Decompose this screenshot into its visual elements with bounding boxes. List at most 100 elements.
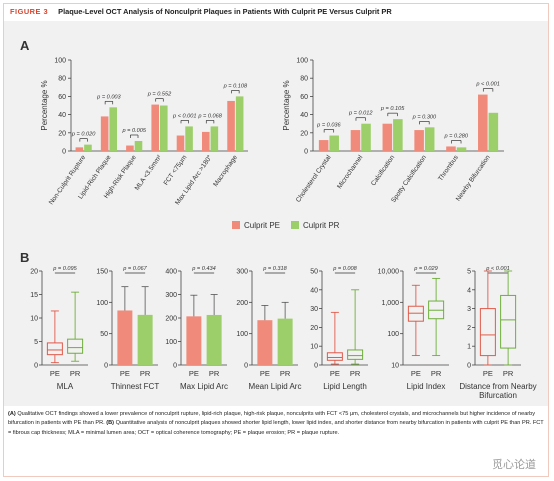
y-tick-label: 4 xyxy=(467,287,471,294)
y-tick-label: 20 xyxy=(310,325,318,332)
category-label: Nearby Bifurcation xyxy=(455,154,492,203)
y-tick-label: 10 xyxy=(391,363,399,370)
x-tick-label: PR xyxy=(280,369,291,378)
y-axis-label: Percentage % xyxy=(282,80,291,130)
category-label: FCT <75μm xyxy=(163,154,189,187)
bar-culprit-pe xyxy=(382,123,393,151)
bar-culprit-pr xyxy=(235,96,244,151)
x-tick-label: PE xyxy=(120,369,130,378)
box-iqr xyxy=(326,352,343,361)
x-axis-label: Mean Lipid Arc xyxy=(249,382,302,391)
watermark-logo: 觅心论道 xyxy=(488,455,540,473)
p-value-label: p < 0.001 xyxy=(475,82,499,88)
box-iqr xyxy=(479,308,496,357)
y-tick-label: 15 xyxy=(30,292,38,299)
p-value-label: p = 0.300 xyxy=(412,114,437,120)
y-tick-label: 80 xyxy=(58,76,66,83)
panel-label-a: A xyxy=(20,38,30,53)
x-tick-label: PE xyxy=(330,369,340,378)
figure-title: Plaque-Level OCT Analysis of Nonculprit … xyxy=(58,7,392,16)
bar-culprit-pr xyxy=(134,140,143,151)
x-axis-label: Thinnest FCT xyxy=(111,382,160,391)
figure-number: FIGURE 3 xyxy=(10,7,49,16)
x-tick-label: PR xyxy=(431,369,442,378)
p-value-label: p = 0.036 xyxy=(316,123,341,129)
y-tick-label: 40 xyxy=(310,287,318,294)
p-value-label: p = 0.029 xyxy=(413,266,437,272)
bar-culprit-pr xyxy=(424,127,435,151)
x-tick-label: PR xyxy=(140,369,151,378)
y-tick-label: 0 xyxy=(314,363,318,370)
y-tick-label: 10 xyxy=(310,344,318,351)
legend-label-pr: Culprit PR xyxy=(303,221,340,230)
box-iqr xyxy=(347,349,364,360)
bar-culprit-pe xyxy=(414,130,424,151)
p-value-label: p = 0.020 xyxy=(71,132,96,138)
y-tick-label: 100 xyxy=(296,58,308,65)
figure-caption: (A) Qualitative OCT findings showed a lo… xyxy=(8,410,544,474)
y-tick-label: 100 xyxy=(236,331,248,338)
category-label: Cholesterol Crystal xyxy=(295,154,333,204)
y-tick-label: 1,000 xyxy=(381,300,399,307)
y-tick-label: 0 xyxy=(173,363,177,370)
p-value-label: p = 0.012 xyxy=(348,111,373,117)
box-iqr xyxy=(500,294,517,349)
x-axis-label: Lipid Index xyxy=(407,382,446,391)
bar-culprit-pe xyxy=(318,140,329,151)
bar-culprit-pr xyxy=(185,126,193,151)
y-tick-label: 0 xyxy=(104,363,108,370)
p-value-label: p = 0.008 xyxy=(332,266,357,272)
bar-culprit-pr xyxy=(488,112,499,151)
y-tick-label: 400 xyxy=(165,269,177,276)
category-label: Microchannel xyxy=(336,154,365,191)
y-tick-label: 0 xyxy=(244,363,248,370)
x-axis-label: Distance from Nearby xyxy=(459,382,536,391)
bar-culprit-pe xyxy=(227,100,235,151)
bar-culprit-pr xyxy=(109,107,118,151)
bar-culprit-pe xyxy=(100,116,109,151)
box-iqr xyxy=(67,338,84,354)
bar-culprit-pe xyxy=(176,135,185,151)
y-tick-label: 40 xyxy=(58,112,66,119)
bar-culprit-pr xyxy=(277,318,293,365)
p-value-label: p = 0.280 xyxy=(444,133,469,139)
p-value-label: p = 0.003 xyxy=(96,94,121,100)
p-value-label: p < 0.001 xyxy=(485,266,509,272)
y-tick-label: 300 xyxy=(165,292,177,299)
p-value-label: p = 0.108 xyxy=(223,83,248,89)
caption-b-text: Quantitative analysis of nonculprit plaq… xyxy=(8,420,544,436)
y-tick-label: 60 xyxy=(58,94,66,101)
x-tick-label: PE xyxy=(483,369,493,378)
bar-culprit-pe xyxy=(446,146,456,151)
bar-culprit-pr xyxy=(329,135,339,151)
box-iqr xyxy=(46,342,63,356)
y-tick-label: 20 xyxy=(58,130,66,137)
x-tick-label: PR xyxy=(503,369,514,378)
y-tick-label: 30 xyxy=(310,306,318,313)
y-tick-label: 10 xyxy=(30,316,38,323)
y-tick-label: 5 xyxy=(467,269,471,276)
y-tick-label: 300 xyxy=(236,269,248,276)
bar-culprit-pe xyxy=(186,316,202,365)
y-tick-label: 20 xyxy=(300,130,308,137)
y-axis-label: Percentage % xyxy=(40,80,49,130)
bar-culprit-pe xyxy=(350,130,361,151)
bar-culprit-pe xyxy=(126,145,134,151)
legend-swatch-pr xyxy=(291,221,299,229)
y-tick-label: 1 xyxy=(467,344,471,351)
bar-culprit-pr xyxy=(456,147,467,151)
y-tick-label: 40 xyxy=(300,112,308,119)
p-value-label: p = 0.095 xyxy=(52,266,77,272)
y-tick-label: 20 xyxy=(30,269,38,276)
x-axis-label: Lipid Length xyxy=(323,382,367,391)
x-axis-label: MLA xyxy=(57,382,74,391)
y-tick-label: 3 xyxy=(467,306,471,313)
y-tick-label: 100 xyxy=(96,300,108,307)
y-tick-label: 50 xyxy=(100,331,108,338)
x-tick-label: PE xyxy=(189,369,199,378)
p-value-label: p = 0.067 xyxy=(122,266,147,272)
category-label: Spotty Calcification xyxy=(390,154,428,204)
figure-header: FIGURE 3 Plaque-Level OCT Analysis of No… xyxy=(4,4,548,20)
y-tick-label: 60 xyxy=(300,94,308,101)
